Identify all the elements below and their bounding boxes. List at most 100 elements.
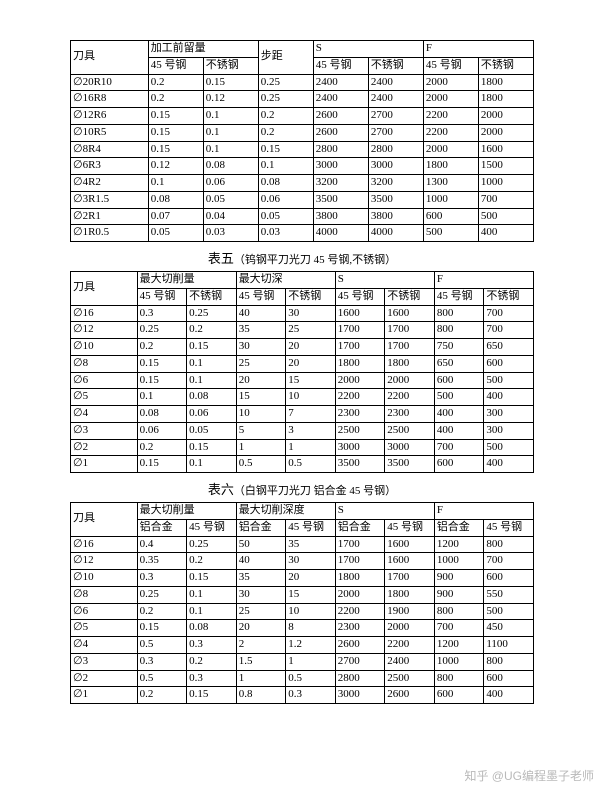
data-cell: 400 — [478, 225, 533, 242]
data-cell: 2400 — [385, 653, 435, 670]
data-cell: 0.15 — [187, 570, 237, 587]
data-cell: 0.5 — [236, 456, 286, 473]
data-cell: 3500 — [385, 456, 435, 473]
data-cell: 0.1 — [203, 124, 258, 141]
data-cell: 0.2 — [137, 439, 187, 456]
data-cell: 4000 — [368, 225, 423, 242]
table-3: 刀具 最大切削量 最大切削深度 S F 铝合金 45 号钢 铝合金 45 号钢 … — [70, 502, 534, 704]
data-cell: 3200 — [368, 175, 423, 192]
data-cell: 2700 — [368, 108, 423, 125]
data-cell: 0.08 — [258, 175, 313, 192]
data-cell: 0.08 — [187, 620, 237, 637]
table-row: ∅8R40.150.10.152800280020001600 — [71, 141, 534, 158]
data-cell: 500 — [484, 372, 534, 389]
tool-cell: ∅4 — [71, 406, 138, 423]
tool-cell: ∅16 — [71, 305, 138, 322]
data-cell: 20 — [286, 570, 336, 587]
table-row: ∅120.350.24030170016001000700 — [71, 553, 534, 570]
data-cell: 3000 — [368, 158, 423, 175]
data-cell: 0.1 — [258, 158, 313, 175]
data-cell: 2000 — [385, 372, 435, 389]
data-cell: 600 — [434, 372, 484, 389]
data-cell: 3000 — [313, 158, 368, 175]
data-cell: 2600 — [313, 124, 368, 141]
data-cell: 3500 — [368, 191, 423, 208]
table-row: ∅50.150.0820823002000700450 — [71, 620, 534, 637]
data-cell: 30 — [236, 339, 286, 356]
table-row: 铝合金 45 号钢 铝合金 45 号钢 铝合金 45 号钢 铝合金 45 号钢 — [71, 519, 534, 536]
data-cell: 600 — [484, 570, 534, 587]
data-cell: 2000 — [335, 586, 385, 603]
header-maxdepth: 最大切削深度 — [236, 503, 335, 520]
data-cell: 1800 — [335, 355, 385, 372]
subheader: 45 号钢 — [484, 519, 534, 536]
tool-cell: ∅20R10 — [71, 74, 149, 91]
header-tool: 刀具 — [71, 503, 138, 537]
tool-cell: ∅2R1 — [71, 208, 149, 225]
data-cell: 2700 — [368, 124, 423, 141]
data-cell: 2400 — [313, 91, 368, 108]
data-cell: 0.35 — [137, 553, 187, 570]
data-cell: 500 — [478, 208, 533, 225]
tool-cell: ∅8 — [71, 586, 138, 603]
data-cell: 2000 — [423, 141, 478, 158]
data-cell: 1800 — [423, 158, 478, 175]
data-cell: 0.15 — [148, 124, 203, 141]
header-maxdepth: 最大切深 — [236, 272, 335, 289]
data-cell: 1000 — [434, 653, 484, 670]
data-cell: 0.15 — [137, 372, 187, 389]
data-cell: 2200 — [335, 389, 385, 406]
table-row: ∅10R50.150.10.22600270022002000 — [71, 124, 534, 141]
data-cell: 500 — [423, 225, 478, 242]
data-cell: 1500 — [478, 158, 533, 175]
data-cell: 50 — [236, 536, 286, 553]
data-cell: 900 — [434, 586, 484, 603]
data-cell: 2800 — [335, 670, 385, 687]
subheader: 不锈钢 — [187, 288, 237, 305]
data-cell: 0.06 — [203, 175, 258, 192]
data-cell: 0.03 — [203, 225, 258, 242]
data-cell: 2200 — [423, 124, 478, 141]
data-cell: 750 — [434, 339, 484, 356]
table-row: ∅40.080.0610723002300400300 — [71, 406, 534, 423]
tool-cell: ∅16 — [71, 536, 138, 553]
data-cell: 0.25 — [258, 74, 313, 91]
tool-cell: ∅10R5 — [71, 124, 149, 141]
data-cell: 1 — [286, 439, 336, 456]
data-cell: 0.5 — [286, 670, 336, 687]
data-cell: 1100 — [484, 637, 534, 654]
data-cell: 3000 — [385, 439, 435, 456]
data-cell: 2400 — [368, 91, 423, 108]
data-cell: 5 — [236, 422, 286, 439]
tool-cell: ∅2 — [71, 439, 138, 456]
caption-main: 表五 — [208, 251, 234, 266]
data-cell: 0.08 — [187, 389, 237, 406]
table-row: ∅4R20.10.060.083200320013001000 — [71, 175, 534, 192]
data-cell: 2200 — [335, 603, 385, 620]
subheader: 不锈钢 — [478, 57, 533, 74]
data-cell: 0.3 — [137, 653, 187, 670]
data-cell: 650 — [434, 355, 484, 372]
data-cell: 10 — [236, 406, 286, 423]
data-cell: 0.2 — [258, 124, 313, 141]
data-cell: 15 — [236, 389, 286, 406]
data-cell: 1.2 — [286, 637, 336, 654]
data-cell: 2300 — [385, 406, 435, 423]
data-cell: 0.03 — [258, 225, 313, 242]
data-cell: 1800 — [385, 586, 435, 603]
data-cell: 2600 — [335, 637, 385, 654]
table-2: 刀具 最大切削量 最大切深 S F 45 号钢 不锈钢 45 号钢 不锈钢 45… — [70, 271, 534, 473]
data-cell: 300 — [484, 422, 534, 439]
tool-cell: ∅12 — [71, 553, 138, 570]
table-row: ∅40.50.321.22600220012001100 — [71, 637, 534, 654]
header-maxcut: 最大切削量 — [137, 503, 236, 520]
data-cell: 2500 — [335, 422, 385, 439]
table-row: 刀具 最大切削量 最大切深 S F — [71, 272, 534, 289]
data-cell: 0.04 — [203, 208, 258, 225]
table-row: ∅20R100.20.150.252400240020001800 — [71, 74, 534, 91]
tool-cell: ∅8 — [71, 355, 138, 372]
data-cell: 0.3 — [286, 687, 336, 704]
table-row: ∅100.20.15302017001700750650 — [71, 339, 534, 356]
data-cell: 0.08 — [137, 406, 187, 423]
data-cell: 2200 — [385, 389, 435, 406]
